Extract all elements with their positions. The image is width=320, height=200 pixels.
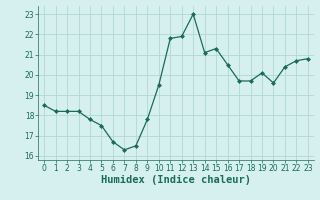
X-axis label: Humidex (Indice chaleur): Humidex (Indice chaleur) <box>101 175 251 185</box>
